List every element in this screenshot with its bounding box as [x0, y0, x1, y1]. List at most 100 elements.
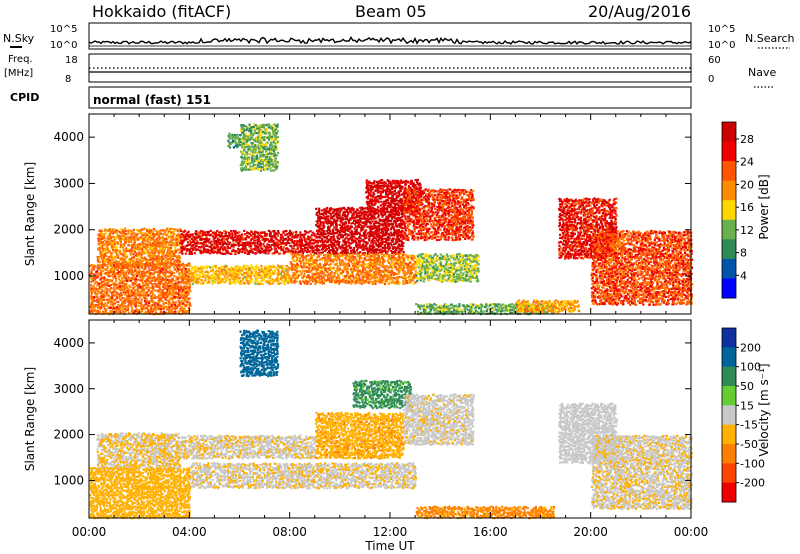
colorbar-tick-label: 16 — [740, 201, 754, 214]
freq-tick-top: 18 — [65, 55, 78, 66]
nsky-label: N.Sky — [3, 32, 35, 45]
velocity-ylabel: Slant Range [km] — [23, 367, 37, 471]
x-tick-label: 00:00 — [72, 525, 107, 539]
nsearch-label: N.Search — [745, 32, 795, 45]
beam-title: Beam 05 — [355, 2, 427, 21]
power-region-1 — [179, 229, 317, 256]
power-colorbar: Power [dB] 4 8 12 16 20 24 28 — [721, 121, 771, 299]
x-axis-label: Time UT — [364, 539, 415, 553]
power-region-10 — [515, 299, 581, 314]
nsearch-tick-bottom: 10^0 — [708, 40, 735, 51]
colorbar-tick-label: 12 — [740, 224, 754, 237]
colorbar-swatch — [722, 328, 736, 348]
power-region-14 — [227, 132, 242, 149]
x-tick-label: 00:00 — [674, 525, 709, 539]
nsky-tick-bottom: 10^0 — [50, 40, 77, 51]
colorbar-tick-label: 28 — [740, 133, 754, 146]
colorbar-tick-label: 8 — [740, 247, 747, 260]
nave-tick-bottom: 0 — [708, 74, 714, 85]
colorbar-swatch — [722, 405, 736, 426]
y-tick-label: 2000 — [53, 223, 84, 237]
nsky-tick-top: 10^5 — [50, 24, 77, 35]
power-region-2 — [314, 206, 405, 255]
power-region-11 — [558, 197, 618, 260]
colorbar-swatch — [722, 180, 736, 201]
velocity-region-9 — [590, 434, 693, 511]
velocity-region-7 — [415, 505, 555, 520]
cpid-panel: CPID normal (fast) 151 — [10, 86, 692, 109]
y-tick-label: 1000 — [53, 269, 84, 283]
y-tick-label: 4000 — [53, 130, 84, 144]
velocity-region-4 — [402, 393, 475, 446]
x-tick-label: 08:00 — [272, 525, 307, 539]
colorbar-swatch — [722, 424, 736, 445]
velocity-region-10 — [239, 329, 280, 378]
y-tick-label: 3000 — [53, 382, 84, 396]
power-region-6 — [189, 264, 292, 286]
colorbar-tick-label: 4 — [740, 269, 747, 282]
date-title: 20/Aug/2016 — [588, 2, 691, 21]
power-region-13 — [239, 123, 280, 172]
velocity-panel: 1000 2000 3000 4000 Slant Range [km] — [23, 319, 693, 520]
velocity-colorbar: Velocity [m s⁻¹] 200 100 50 15 -15 -50 -100 -20… — [721, 327, 771, 503]
colorbar-tick-label: 50 — [740, 380, 754, 393]
velocity-region-6 — [189, 462, 418, 490]
velocity-colorbar-label: Velocity [m s⁻¹] — [757, 363, 771, 456]
colorbar-tick-label: -100 — [740, 457, 765, 470]
power-region-5 — [89, 262, 192, 316]
power-panel: 1000 2000 3000 4000 Slant Range [km] — [23, 113, 694, 316]
colorbar-swatch — [722, 141, 736, 162]
power-region-4 — [402, 188, 475, 242]
freq-panel: Freq. [MHz] 18 8 60 0 Nave — [4, 53, 776, 88]
colorbar-tick-label: -50 — [740, 438, 758, 451]
colorbar-swatch — [722, 122, 736, 143]
velocity-region-5 — [89, 466, 192, 520]
colorbar-tick-label: -200 — [740, 477, 765, 490]
colorbar-swatch — [722, 444, 736, 464]
y-tick-label: 1000 — [53, 473, 84, 487]
colorbar-swatch — [722, 386, 736, 406]
velocity-data — [89, 329, 693, 520]
colorbar-swatch — [722, 200, 736, 221]
nave-label: Nave — [748, 66, 776, 79]
freq-unit: [MHz] — [4, 68, 33, 79]
colorbar-swatch — [722, 347, 736, 368]
velocity-region-0 — [96, 432, 182, 472]
power-region-7 — [289, 252, 417, 286]
x-tick-label: 16:00 — [473, 525, 508, 539]
power-region-12 — [590, 229, 694, 306]
colorbar-swatch — [722, 219, 736, 240]
cpid-label: CPID — [10, 91, 39, 104]
y-tick-label: 4000 — [53, 336, 84, 350]
colorbar-tick-label: 20 — [740, 178, 754, 191]
power-region-8 — [415, 253, 480, 283]
colorbar-swatch — [722, 161, 736, 182]
station-title: Hokkaido (fitACF) — [92, 2, 231, 21]
colorbar-tick-label: 100 — [740, 361, 761, 374]
nave-tick-top: 60 — [708, 55, 721, 66]
x-tick-label: 04:00 — [172, 525, 207, 539]
power-data — [89, 123, 694, 316]
velocity-region-2 — [314, 411, 405, 460]
y-tick-label: 3000 — [53, 176, 84, 190]
freq-label: Freq. — [8, 54, 33, 65]
x-tick-label: 20:00 — [573, 525, 608, 539]
power-ylabel: Slant Range [km] — [23, 162, 37, 266]
colorbar-swatch — [722, 482, 736, 503]
velocity-region-1 — [179, 434, 317, 460]
y-tick-label: 2000 — [53, 428, 84, 442]
x-tick-label: 12:00 — [373, 525, 408, 539]
colorbar-tick-label: 15 — [740, 399, 754, 412]
cpid-value: normal (fast) 151 — [93, 93, 211, 107]
colorbar-tick-label: -15 — [740, 419, 758, 432]
power-colorbar-label: Power [dB] — [757, 174, 771, 239]
colorbar-tick-label: 24 — [740, 156, 754, 169]
colorbar-swatch — [722, 366, 736, 387]
freq-tick-bottom: 8 — [65, 74, 71, 85]
colorbar-tick-label: 200 — [740, 341, 761, 354]
nsky-panel: N.Sky 10^5 10^0 10^5 10^0 N.Search — [3, 22, 795, 51]
nsky-trace — [88, 36, 692, 45]
colorbar-swatch — [722, 278, 736, 299]
colorbar-swatch — [722, 258, 736, 279]
